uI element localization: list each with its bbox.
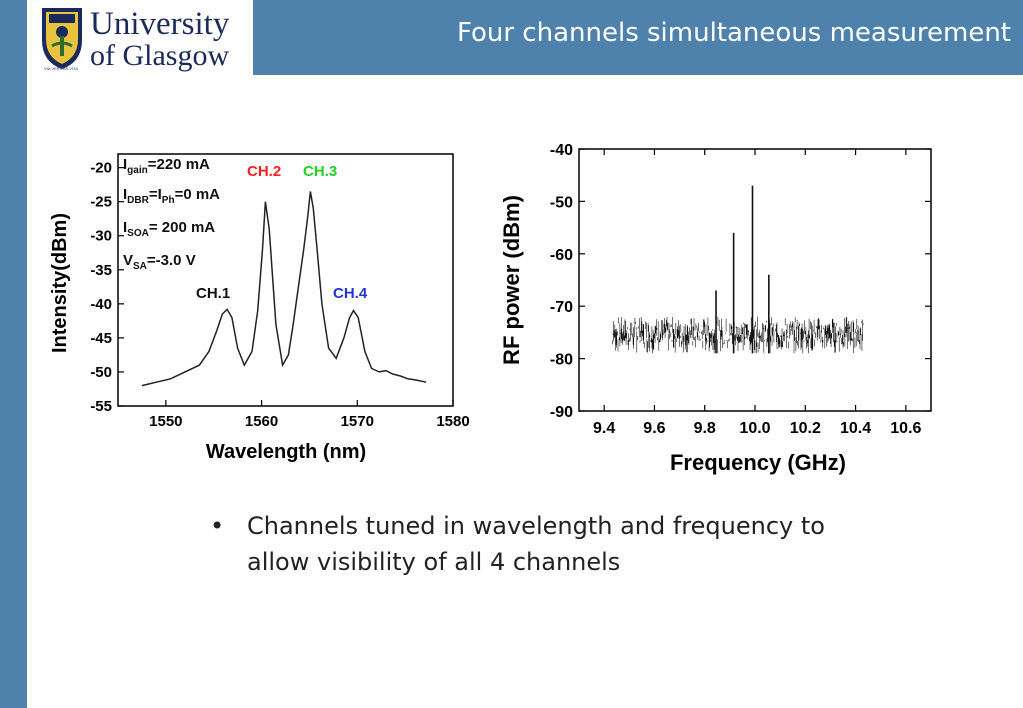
y-tick-label: -35 — [90, 262, 112, 279]
x-tick-label: 10.2 — [790, 420, 821, 437]
noise-trace — [611, 316, 864, 354]
y-tick-label: -55 — [90, 398, 112, 415]
y-tick-label: -45 — [90, 330, 112, 347]
vsa-label: VSA=-3.0 V — [123, 252, 196, 272]
y-tick-label: -40 — [90, 296, 112, 313]
x-tick-label: 10.0 — [739, 420, 770, 437]
slide-title: Four channels simultaneous measurement — [456, 18, 1011, 48]
university-logo: University of Glasgow VIA VERITAS VITA — [40, 6, 252, 74]
x-tick-label: 10.4 — [840, 420, 871, 437]
y-tick-label: -30 — [90, 228, 112, 245]
ch1-label: CH.1 — [196, 285, 230, 302]
x-tick-label: 1550 — [149, 413, 182, 430]
y-tick-label: -90 — [550, 404, 573, 421]
ch3-label: CH.3 — [303, 163, 337, 180]
y-tick-label: -20 — [90, 160, 112, 177]
logo-motto: VIA VERITAS VITA — [44, 66, 78, 71]
header-band: Four channels simultaneous measurement — [253, 0, 1023, 75]
x-tick-label: 9.4 — [593, 420, 615, 437]
y-tick-label: -80 — [550, 352, 573, 369]
optical-spectrum-chart: -20 -25 -30 -35 -40 -45 -50 -55 1550 1560 1570 158… — [49, 153, 470, 463]
idbr-label: IDBR=IPh=0 mA — [123, 186, 220, 206]
y-axis-label: RF power (dBm) — [499, 195, 524, 365]
y-tick-label: -50 — [90, 364, 112, 381]
y-tick-label: -25 — [90, 194, 112, 211]
spectrum-line — [141, 191, 427, 387]
y-tick-label: -70 — [550, 299, 573, 316]
noise-floor — [611, 316, 864, 354]
x-tick-label: 10.6 — [890, 420, 921, 437]
plot-frame — [117, 153, 454, 407]
x-tick-label: 9.6 — [643, 420, 665, 437]
ch2-label: CH.2 — [247, 163, 281, 180]
x-axis-label: Wavelength (nm) — [206, 441, 366, 463]
x-tick-label: 9.8 — [694, 420, 716, 437]
ch4-label: CH.4 — [333, 285, 368, 302]
bullet-dot: • — [210, 512, 225, 540]
x-axis-label: Frequency (GHz) — [670, 450, 846, 475]
logo-line1: University — [90, 6, 230, 42]
isoa-label: ISOA= 200 mA — [123, 219, 215, 239]
bullet-text: Channels tuned in wavelength and frequen… — [247, 512, 825, 576]
y-tick-label: -40 — [550, 142, 573, 159]
crest-icon — [42, 8, 82, 69]
x-tick-label: 1580 — [436, 413, 469, 430]
x-tick-label: 1560 — [245, 413, 278, 430]
y-tick-label: -60 — [550, 247, 573, 264]
logo-line2: of Glasgow — [90, 39, 230, 72]
rf-spectrum-chart: -40 -50 -60 -70 -80 -90 9.4 9.6 9.8 10.0 10.2 10.4… — [499, 142, 932, 475]
y-tick-label: -50 — [550, 194, 573, 211]
plot-frame — [578, 148, 932, 412]
left-accent-bar — [0, 0, 27, 708]
x-tick-label: 1570 — [341, 413, 374, 430]
igain-label: Igain=220 mA — [123, 156, 210, 176]
y-axis-label: Intensity(dBm) — [49, 213, 71, 353]
